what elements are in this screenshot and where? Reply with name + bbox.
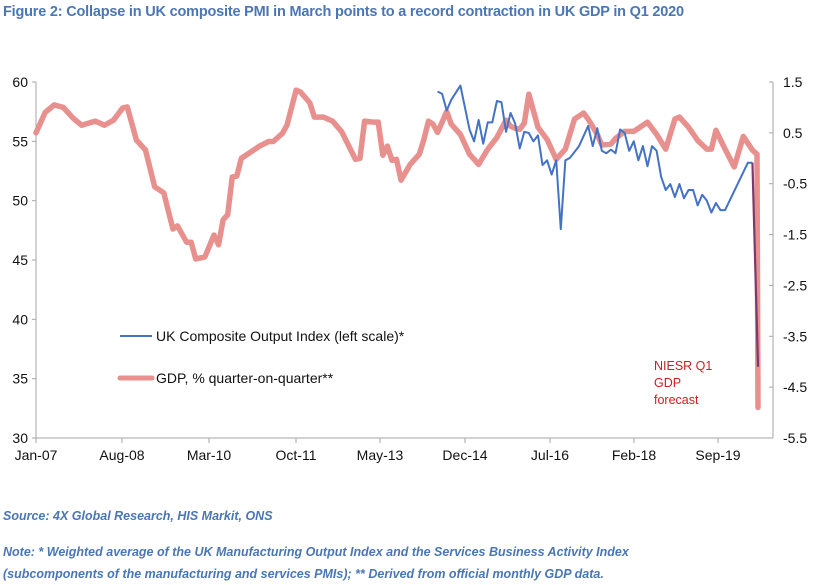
x-axis-tick-label: Dec-14 [442,447,487,463]
note-line-2: (subcomponents of the manufacturing and … [3,567,604,581]
left-axis-tick-label: 40 [12,311,28,327]
note-text: Note: * Weighted average of the UK Manuf… [3,541,629,585]
left-axis-tick-label: 55 [12,133,28,149]
legend-label-pmi: UK Composite Output Index (left scale)* [156,328,405,344]
right-axis-tick-label: -0.5 [783,176,807,192]
right-axis-tick-label: -4.5 [783,379,807,395]
figure-title: Figure 2: Collapse in UK composite PMI i… [3,4,684,20]
right-axis-tick-label: -2.5 [783,277,807,293]
right-axis-tick-label: -5.5 [783,430,807,446]
gdp-series-line [33,87,761,411]
x-axis-tick-label: Jul-16 [531,447,569,463]
left-axis-tick-label: 30 [12,430,28,446]
annotation-line-3: forecast [654,393,699,407]
annotation-line-1: NIESR Q1 [654,359,712,373]
series-lines [33,84,761,411]
x-axis-tick-label: Aug-08 [99,447,144,463]
pmi-series-line [437,84,753,231]
x-axis-tick-label: Feb-18 [612,447,657,463]
right-axis-tick-label: 1.5 [783,74,803,90]
right-axis-tick-label: -1.5 [783,227,807,243]
legend: UK Composite Output Index (left scale)* … [117,328,405,386]
axes: 30 35 40 45 50 55 60 -5.5 -4.5 -3.5 -2.5 -1.5 -0.5 0.… [12,74,807,463]
right-axis-tick-label: 0.5 [783,125,803,141]
niesr-annotation: NIESR Q1 GDP forecast [654,359,712,407]
x-axis-tick-label: Jan-07 [15,447,58,463]
right-axis-tick-label: -3.5 [783,328,807,344]
x-axis-tick-label: Sep-19 [695,447,740,463]
x-axis-tick-label: Mar-10 [187,447,232,463]
left-axis-tick-label: 45 [12,252,28,268]
pmi-march-collapse-segment [751,162,760,367]
x-axis-tick-label: May-13 [357,447,404,463]
legend-label-gdp: GDP, % quarter-on-quarter** [156,370,334,386]
x-axis-tick-label: Oct-11 [276,447,317,463]
chart: 30 35 40 45 50 55 60 -5.5 -4.5 -3.5 -2.5 -1.5 -0.5 0.… [12,74,807,463]
source-text: Source: 4X Global Research, HIS Markit, … [3,509,273,523]
note-line-1: Note: * Weighted average of the UK Manuf… [3,545,629,559]
left-axis-tick-label: 35 [12,371,28,387]
left-axis-tick-label: 60 [12,74,28,90]
left-axis-tick-label: 50 [12,193,28,209]
annotation-line-2: GDP [654,376,681,390]
